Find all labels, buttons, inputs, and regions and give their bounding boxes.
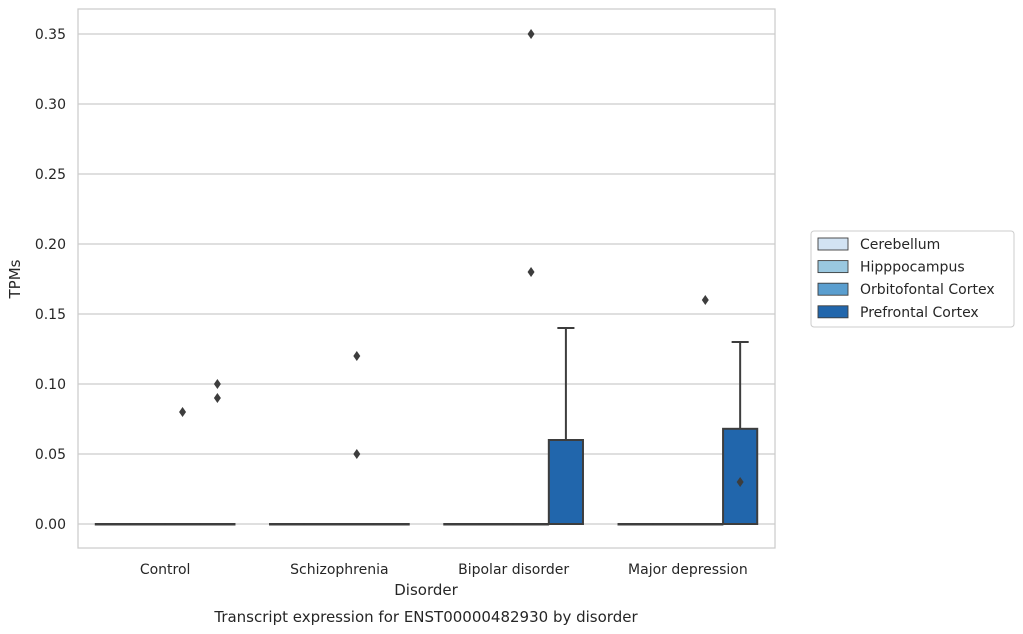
- x-tick-labels: Control Schizophrenia Bipolar disorder Majo…: [140, 562, 748, 578]
- box: [269, 523, 306, 526]
- outlier-point: [213, 393, 221, 403]
- box: [547, 327, 584, 525]
- legend-swatch: [817, 237, 849, 251]
- outlier-point: [527, 267, 535, 277]
- box: [129, 523, 166, 526]
- outlier-point: [736, 477, 744, 487]
- box: [652, 523, 689, 526]
- outlier-point: [701, 295, 709, 305]
- x-axis-label: Disorder: [394, 581, 458, 599]
- plot-frame: [77, 8, 776, 549]
- box-body: [547, 439, 584, 525]
- y-tick-label: 0.20: [35, 237, 66, 253]
- gridlines: [78, 33, 775, 525]
- y-tick-labels: 0.00 0.05 0.10 0.15 0.20 0.25 0.30 0.35: [35, 27, 66, 533]
- y-axis-label: TPMs: [6, 259, 24, 299]
- y-tick-label: 0.25: [35, 167, 66, 183]
- box: [338, 523, 375, 526]
- box: [478, 523, 515, 526]
- x-tick-label: Major depression: [628, 562, 748, 578]
- box: [303, 523, 341, 526]
- box: [722, 341, 759, 525]
- box: [512, 523, 550, 526]
- boxes: [94, 327, 759, 526]
- x-tick-label: Schizophrenia: [290, 562, 388, 578]
- outlier-point: [213, 379, 221, 389]
- y-tick-label: 0.00: [35, 517, 66, 533]
- box: [164, 523, 201, 526]
- chart-caption: Transcript expression for ENST0000048293…: [213, 608, 638, 626]
- y-tick-label: 0.35: [35, 27, 66, 43]
- legend-frame: [810, 230, 1015, 328]
- legend-label: Prefrontal Cortex: [860, 305, 979, 321]
- box-body: [722, 427, 759, 525]
- legend-label: Orbitofontal Cortex: [860, 282, 995, 298]
- box: [443, 523, 480, 526]
- box: [373, 523, 410, 526]
- legend-swatch: [817, 305, 849, 319]
- outlier-point: [353, 351, 361, 361]
- y-tick-label: 0.30: [35, 97, 66, 113]
- y-tick-label: 0.10: [35, 377, 66, 393]
- box: [617, 523, 654, 526]
- outlier-point: [527, 29, 535, 39]
- y-tick-label: 0.05: [35, 447, 66, 463]
- x-tick-label: Bipolar disorder: [458, 562, 569, 578]
- outlier-point: [353, 449, 361, 459]
- box: [687, 523, 724, 526]
- box: [199, 523, 236, 526]
- outlier-point: [179, 407, 187, 417]
- legend-swatch: [817, 282, 849, 296]
- box: [94, 523, 131, 526]
- y-tick-label: 0.15: [35, 307, 66, 323]
- outliers: [179, 29, 744, 487]
- legend-label: Cerebellum: [860, 237, 940, 253]
- x-tick-label: Control: [140, 562, 191, 578]
- legend: Cerebellum Hipppocampus Orbitofontal Corte…: [810, 230, 1015, 328]
- legend-swatch: [817, 260, 849, 274]
- legend-label: Hipppocampus: [860, 260, 965, 276]
